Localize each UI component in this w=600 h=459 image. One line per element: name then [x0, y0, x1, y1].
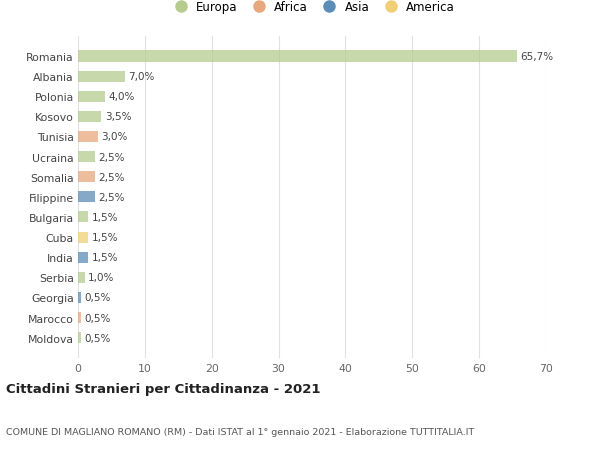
Text: 1,0%: 1,0%	[88, 273, 115, 283]
Bar	[78, 72, 125, 83]
Text: 1,5%: 1,5%	[91, 252, 118, 263]
Text: 3,5%: 3,5%	[105, 112, 131, 122]
Text: 0,5%: 0,5%	[85, 333, 111, 343]
Text: 0,5%: 0,5%	[85, 293, 111, 303]
Text: 2,5%: 2,5%	[98, 172, 125, 182]
Text: 1,5%: 1,5%	[91, 233, 118, 242]
Bar	[78, 192, 95, 203]
Bar	[78, 151, 95, 163]
Legend: Europa, Africa, Asia, America: Europa, Africa, Asia, America	[169, 1, 455, 14]
Text: 3,0%: 3,0%	[101, 132, 128, 142]
Text: 65,7%: 65,7%	[521, 52, 554, 62]
Bar	[78, 172, 95, 183]
Text: 4,0%: 4,0%	[108, 92, 134, 102]
Bar	[78, 272, 85, 283]
Text: 2,5%: 2,5%	[98, 192, 125, 202]
Bar	[78, 51, 517, 62]
Bar	[78, 132, 98, 143]
Bar	[78, 112, 101, 123]
Bar	[78, 212, 88, 223]
Bar	[78, 292, 82, 303]
Text: Cittadini Stranieri per Cittadinanza - 2021: Cittadini Stranieri per Cittadinanza - 2…	[6, 382, 320, 395]
Bar	[78, 332, 82, 343]
Text: 1,5%: 1,5%	[91, 213, 118, 223]
Text: 7,0%: 7,0%	[128, 72, 155, 82]
Bar	[78, 252, 88, 263]
Bar	[78, 232, 88, 243]
Bar	[78, 91, 105, 102]
Text: 2,5%: 2,5%	[98, 152, 125, 162]
Text: 0,5%: 0,5%	[85, 313, 111, 323]
Text: COMUNE DI MAGLIANO ROMANO (RM) - Dati ISTAT al 1° gennaio 2021 - Elaborazione TU: COMUNE DI MAGLIANO ROMANO (RM) - Dati IS…	[6, 427, 474, 436]
Bar	[78, 312, 82, 323]
